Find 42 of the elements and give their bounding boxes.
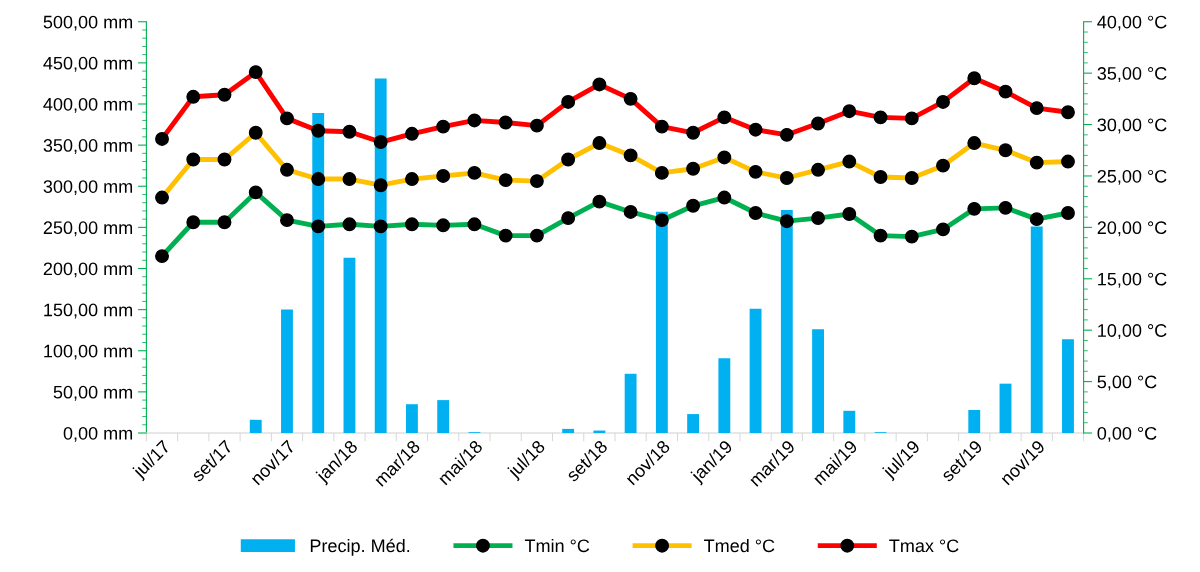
y2-tick-label: 40,00 °C (1097, 15, 1167, 31)
bar (406, 404, 418, 433)
y2-tick-label: 35,00 °C (1097, 67, 1167, 82)
y2-tick-label: 30,00 °C (1097, 118, 1167, 134)
y-tick-label: 150,00 mm (44, 303, 133, 319)
bar (655, 211, 668, 433)
bar (718, 358, 731, 433)
bar (624, 373, 637, 433)
bar (749, 308, 762, 433)
bar (437, 400, 450, 433)
y2-tick-label: 15,00 °C (1098, 272, 1167, 288)
y-tick-label: 200,00 mm (43, 262, 133, 278)
bar (281, 309, 293, 433)
bar (1062, 339, 1074, 433)
y-tick-label: 0,00 mm (63, 426, 133, 442)
y2-tick-label: 0,00 °C (1097, 426, 1157, 442)
y-tick-label: 100,00 mm (44, 344, 133, 360)
bar (812, 329, 824, 433)
bar (562, 428, 575, 433)
bar (1030, 226, 1043, 433)
y-tick-label: 400,00 mm (43, 97, 133, 113)
bar (780, 210, 793, 433)
bar (968, 409, 981, 433)
y-tick-label: 350,00 mm (43, 139, 133, 154)
bar (843, 410, 856, 433)
bar (687, 414, 700, 433)
legend-label: Tmin °C (524, 538, 590, 553)
y-tick-label: 500,00 mm (43, 15, 133, 31)
y-tick-label: 300,00 mm (43, 180, 133, 196)
y-tick-label: 250,00 mm (43, 221, 133, 237)
bar (249, 419, 262, 433)
bar (999, 383, 1012, 433)
y2-tick-label: 25,00 °C (1097, 169, 1167, 185)
y2-tick-label: 10,00 °C (1098, 324, 1167, 340)
legend-label: Tmax °C (889, 539, 959, 553)
y2-tick-label: 20,00 °C (1097, 221, 1167, 237)
y-tick-label: 450,00 mm (43, 56, 133, 72)
y2-tick-label: 5,00 °C (1097, 375, 1157, 391)
legend-label: Precip. Méd. (310, 538, 410, 556)
bar (343, 257, 356, 433)
legend-label: Tmed °C (704, 538, 775, 553)
y-tick-label: 50,00 mm (53, 385, 133, 401)
